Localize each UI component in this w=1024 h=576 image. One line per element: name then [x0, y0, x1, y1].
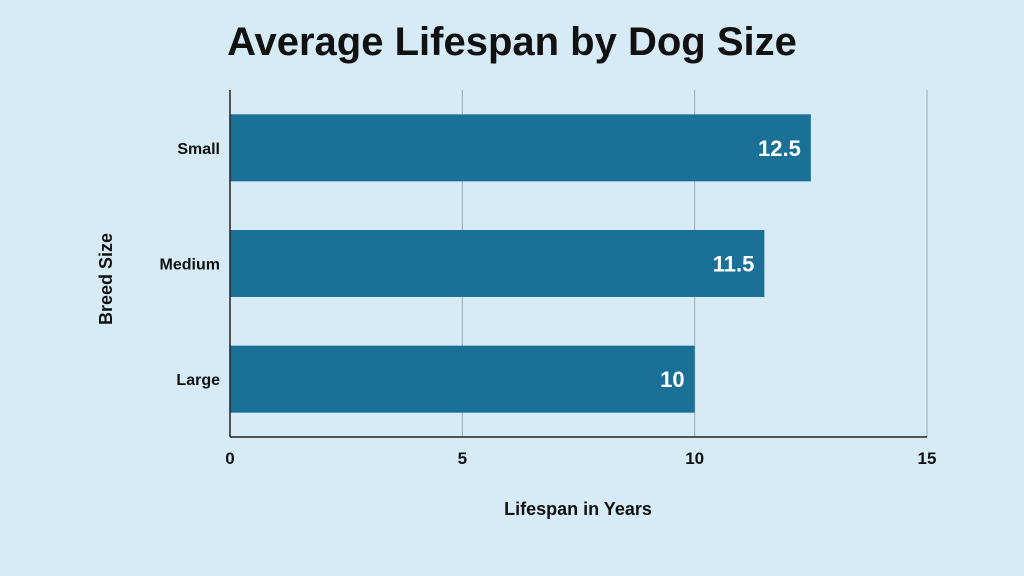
- x-tick-label-0: 0: [225, 449, 234, 468]
- bars: 12.5 11.5 10: [230, 114, 811, 413]
- data-label-medium: 11.5: [713, 252, 755, 277]
- category-label-small: Small: [177, 141, 220, 158]
- axes: Small Medium Large 0 5 10 15: [160, 90, 937, 468]
- chart-title: Average Lifespan by Dog Size: [227, 20, 797, 64]
- x-axis-title: Lifespan in Years: [504, 499, 652, 519]
- x-tick-label-2: 10: [685, 449, 704, 468]
- data-label-large: 10: [660, 367, 684, 392]
- bar-medium: [230, 230, 765, 297]
- x-tick-label-3: 15: [918, 449, 937, 468]
- data-label-small: 12.5: [758, 136, 801, 161]
- bar-large: [230, 345, 695, 413]
- bar-small: [230, 114, 811, 182]
- category-label-large: Large: [176, 372, 220, 389]
- y-axis-title: Breed Size: [96, 233, 116, 325]
- x-tick-label-1: 5: [458, 449, 467, 468]
- category-label-medium: Medium: [160, 257, 220, 274]
